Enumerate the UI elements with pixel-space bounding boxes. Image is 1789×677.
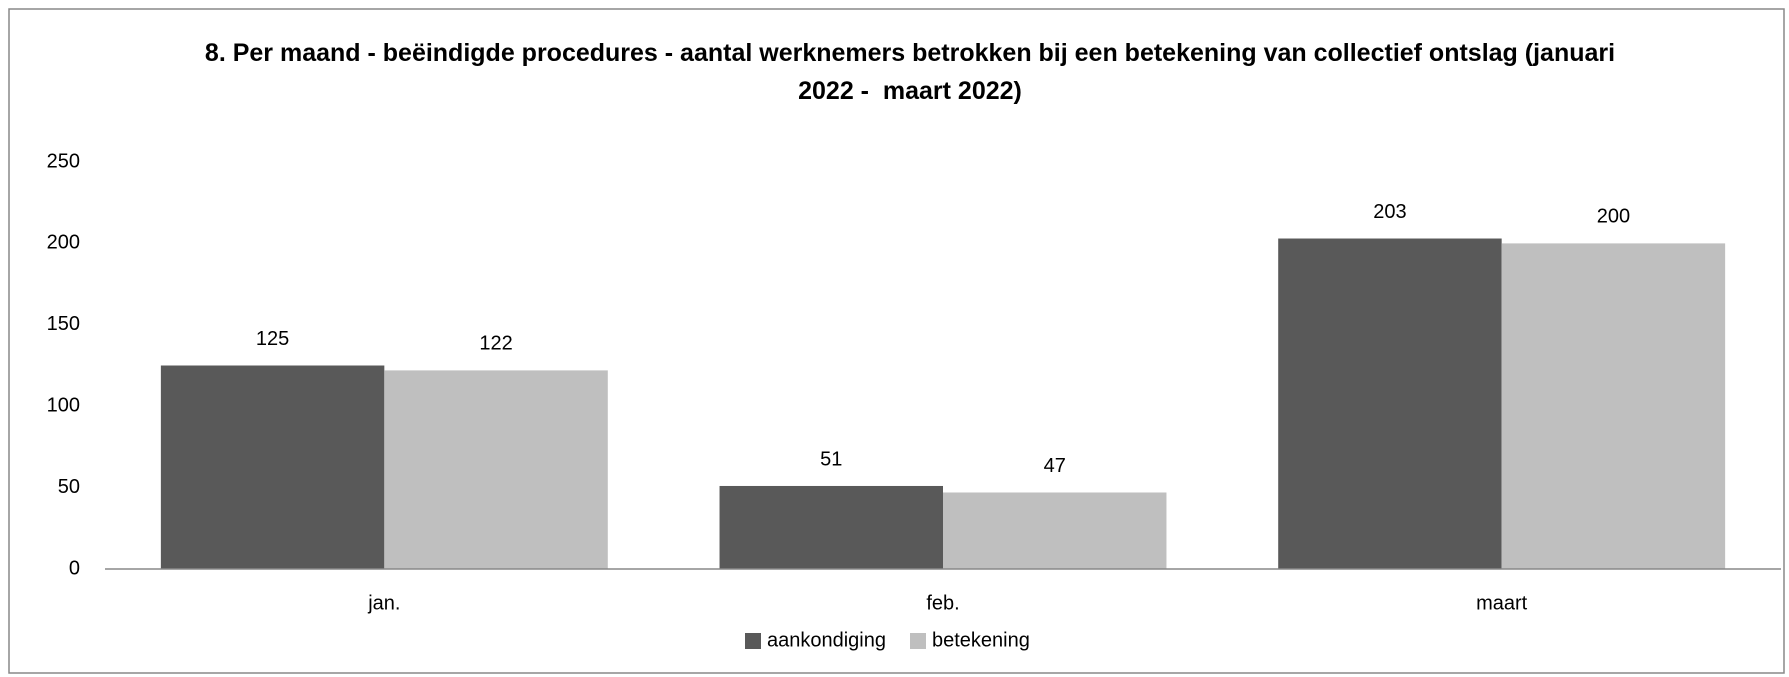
y-tick-label: 150 bbox=[47, 313, 80, 335]
x-tick-label: feb. bbox=[926, 592, 959, 614]
y-tick-label: 250 bbox=[47, 150, 80, 172]
bar bbox=[160, 365, 385, 569]
bar bbox=[943, 492, 1167, 569]
y-tick-label: 0 bbox=[69, 557, 80, 579]
data-label: 200 bbox=[1597, 206, 1630, 228]
data-label: 203 bbox=[1373, 201, 1406, 223]
x-tick-label: maart bbox=[1476, 592, 1528, 614]
bar bbox=[1278, 238, 1502, 570]
legend-label: betekening bbox=[932, 629, 1030, 651]
chart-border bbox=[8, 8, 1785, 674]
y-tick-label: 200 bbox=[47, 232, 80, 254]
chart-title: 8. Per maand - beëindigde procedures - a… bbox=[204, 39, 1623, 105]
legend-label: aankondiging bbox=[767, 629, 886, 651]
legend-swatch bbox=[910, 633, 926, 649]
data-label: 51 bbox=[820, 448, 842, 470]
bar bbox=[384, 370, 608, 569]
data-label: 122 bbox=[479, 333, 512, 355]
y-tick-label: 100 bbox=[47, 394, 80, 416]
bar bbox=[719, 485, 943, 569]
data-label: 125 bbox=[256, 328, 289, 350]
bar bbox=[1501, 243, 1726, 569]
y-tick-label: 50 bbox=[58, 476, 80, 498]
data-label: 47 bbox=[1044, 455, 1066, 477]
legend-swatch bbox=[745, 633, 761, 649]
x-tick-label: jan. bbox=[367, 592, 400, 614]
